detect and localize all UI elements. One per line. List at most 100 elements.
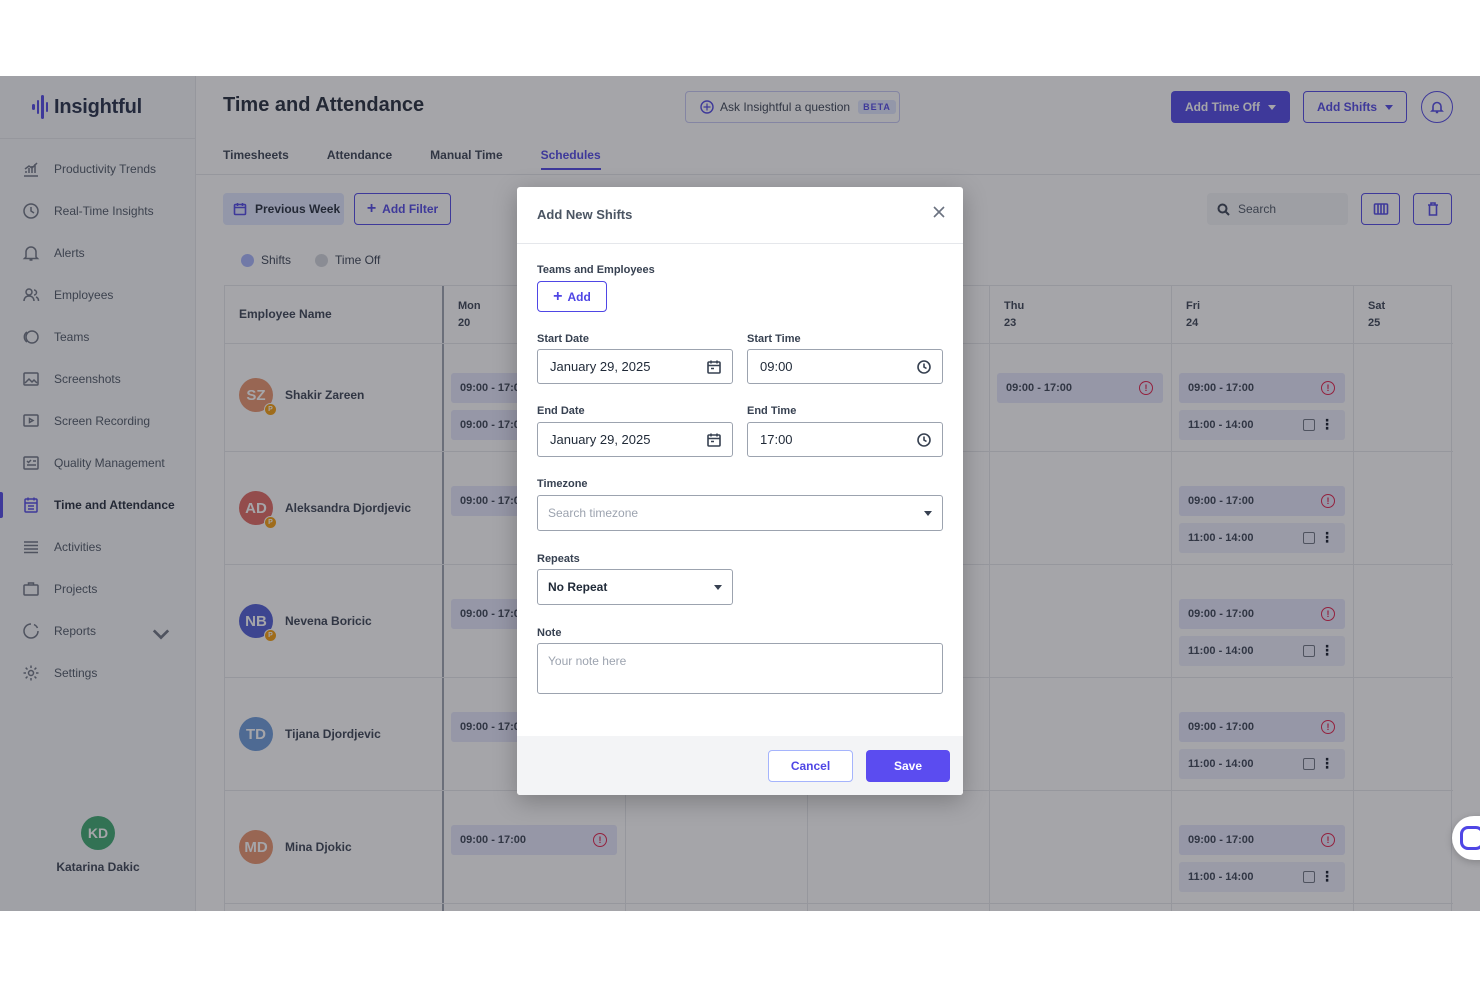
start-date-field[interactable]: January 29, 2025: [537, 349, 733, 384]
sidebar-item-reports[interactable]: Reports: [0, 610, 196, 652]
add-filter-button[interactable]: + Add Filter: [354, 193, 451, 225]
table-row[interactable]: NB P Nevena Boricic: [239, 604, 372, 642]
warning-icon[interactable]: !: [593, 833, 607, 847]
cancel-button[interactable]: Cancel: [768, 750, 853, 782]
sidebar-item-productivity-trends[interactable]: Productivity Trends: [0, 148, 196, 190]
table-row[interactable]: MD Mina Djokic: [239, 830, 352, 864]
warning-icon[interactable]: !: [1321, 720, 1335, 734]
tab-attendance[interactable]: Attendance: [326, 148, 393, 162]
sidebar: Insightful Productivity Trends Real-Time…: [0, 76, 196, 911]
shift-block[interactable]: 09:00 - 17:00!: [997, 373, 1163, 403]
sidebar-item-label: Projects: [54, 582, 98, 596]
columns-view-button[interactable]: [1361, 193, 1400, 225]
calendar-icon[interactable]: [1303, 532, 1315, 544]
shift-time: 09:00 - 17:00: [1006, 382, 1073, 394]
add-shifts-button[interactable]: Add Shifts: [1303, 91, 1407, 123]
add-employees-button[interactable]: + Add: [537, 281, 607, 312]
shift-block[interactable]: 09:00 - 17:00!: [1179, 486, 1345, 516]
warning-icon[interactable]: !: [1139, 381, 1153, 395]
caret-down-icon: [714, 585, 722, 590]
sidebar-item-alerts[interactable]: Alerts: [0, 232, 196, 274]
close-button[interactable]: [931, 204, 947, 220]
add-time-off-button[interactable]: Add Time Off: [1171, 91, 1290, 123]
legend-time-off[interactable]: Time Off: [315, 253, 380, 267]
more-icon[interactable]: ⋮: [1320, 529, 1334, 545]
table-row[interactable]: SZ P Shakir Zareen: [239, 378, 364, 416]
calendar-icon[interactable]: [706, 359, 722, 375]
table-row[interactable]: TD Tijana Djordjevic: [239, 717, 381, 751]
calendar-icon[interactable]: [706, 432, 722, 448]
warning-icon[interactable]: !: [1321, 607, 1335, 621]
warning-icon[interactable]: !: [1321, 494, 1335, 508]
employee-name: Nevena Boricic: [285, 614, 372, 628]
chevron-down-icon[interactable]: [152, 625, 170, 643]
add-new-shifts-dialog: Add New Shifts Teams and Employees + Add…: [517, 187, 963, 795]
save-button[interactable]: Save: [866, 750, 950, 782]
chat-launcher[interactable]: [1452, 816, 1480, 860]
end-date-field[interactable]: January 29, 2025: [537, 422, 733, 457]
tab-timesheets[interactable]: Timesheets: [223, 148, 289, 162]
ask-insightful-button[interactable]: Ask Insightful a question BETA: [685, 91, 900, 123]
shift-time: 11:00 - 14:00: [1188, 645, 1254, 657]
warning-icon[interactable]: !: [1321, 381, 1335, 395]
shift-time: 09:00 - 17:0: [460, 495, 520, 507]
shift-block[interactable]: 11:00 - 14:00 ⋮: [1179, 749, 1345, 779]
delete-button[interactable]: [1413, 193, 1452, 225]
sidebar-item-screen-recording[interactable]: Screen Recording: [0, 400, 196, 442]
shift-block[interactable]: 09:00 - 17:00!: [451, 825, 617, 855]
avatar-initials: SZ: [246, 386, 266, 404]
calendar-icon[interactable]: [1303, 419, 1315, 431]
plus-icon: +: [366, 200, 377, 217]
shift-block[interactable]: 09:00 - 17:00!: [1179, 373, 1345, 403]
sidebar-item-time-and-attendance[interactable]: Time and Attendance: [0, 484, 196, 526]
shift-block[interactable]: 11:00 - 14:00 ⋮: [1179, 523, 1345, 553]
more-icon[interactable]: ⋮: [1320, 868, 1334, 884]
timezone-label: Timezone: [537, 478, 588, 490]
tab-schedules[interactable]: Schedules: [540, 148, 601, 170]
notifications-button[interactable]: [1421, 91, 1453, 123]
timezone-placeholder: Search timezone: [548, 506, 639, 520]
start-time-field[interactable]: 09:00: [747, 349, 943, 384]
shift-block[interactable]: 11:00 - 14:00 ⋮: [1179, 636, 1345, 666]
legend-shifts[interactable]: Shifts: [241, 253, 291, 267]
status-badge: P: [264, 516, 277, 529]
tab-manual-time[interactable]: Manual Time: [430, 148, 503, 162]
logo[interactable]: Insightful: [32, 92, 142, 122]
clock-icon[interactable]: [916, 432, 932, 448]
timezone-select[interactable]: Search timezone: [537, 495, 943, 531]
shift-block[interactable]: 09:00 - 17:00!: [1179, 712, 1345, 742]
sidebar-item-quality-management[interactable]: Quality Management: [0, 442, 196, 484]
sidebar-item-employees[interactable]: Employees: [0, 274, 196, 316]
current-user[interactable]: KD Katarina Dakic: [0, 816, 196, 874]
shift-block[interactable]: 11:00 - 14:00 ⋮: [1179, 410, 1345, 440]
end-date-value: January 29, 2025: [550, 432, 651, 447]
more-icon[interactable]: ⋮: [1320, 755, 1334, 771]
shift-block[interactable]: 09:00 - 17:00!: [1179, 825, 1345, 855]
repeats-select[interactable]: No Repeat: [537, 569, 733, 605]
status-badge: P: [264, 403, 277, 416]
end-time-field[interactable]: 17:00: [747, 422, 943, 457]
more-icon[interactable]: ⋮: [1320, 416, 1334, 432]
shift-block[interactable]: 11:00 - 14:00 ⋮: [1179, 862, 1345, 892]
sidebar-item-screenshots[interactable]: Screenshots: [0, 358, 196, 400]
calendar-icon[interactable]: [1303, 645, 1315, 657]
sidebar-item-projects[interactable]: Projects: [0, 568, 196, 610]
sidebar-item-settings[interactable]: Settings: [0, 652, 196, 694]
shift-time: 11:00 - 14:00: [1188, 871, 1254, 883]
clock-icon[interactable]: [916, 359, 932, 375]
calendar-icon[interactable]: [1303, 758, 1315, 770]
search-input[interactable]: Search: [1207, 193, 1348, 225]
sidebar-item-label: Time and Attendance: [54, 498, 175, 512]
calendar-icon[interactable]: [1303, 871, 1315, 883]
more-icon[interactable]: ⋮: [1320, 642, 1334, 658]
table-row[interactable]: AD P Aleksandra Djordjevic: [239, 491, 411, 529]
shift-time: 09:00 - 17:0: [460, 608, 520, 620]
sidebar-item-teams[interactable]: Teams: [0, 316, 196, 358]
sidebar-item-activities[interactable]: Activities: [0, 526, 196, 568]
shift-block[interactable]: 09:00 - 17:00!: [1179, 599, 1345, 629]
sidebar-item-real-time-insights[interactable]: Real-Time Insights: [0, 190, 196, 232]
employee-name: Tijana Djordjevic: [285, 727, 381, 741]
previous-week-button[interactable]: Previous Week: [223, 193, 344, 225]
note-textarea[interactable]: Your note here: [537, 643, 943, 694]
warning-icon[interactable]: !: [1321, 833, 1335, 847]
